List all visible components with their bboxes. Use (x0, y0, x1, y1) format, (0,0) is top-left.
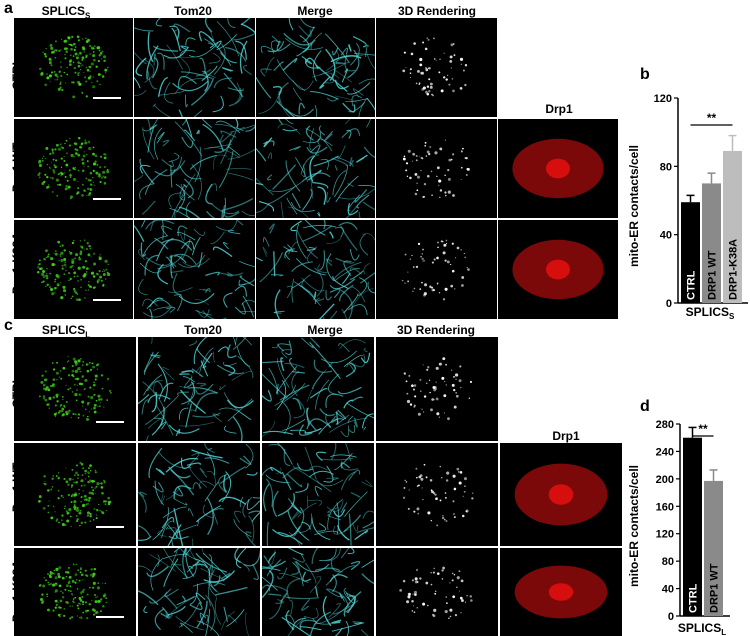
y-tick-label: 240 (656, 446, 674, 458)
col-head-tom20-a: Tom20 (174, 4, 212, 18)
a-tile-r0-c3 (376, 18, 497, 117)
y-tick-label: 200 (656, 474, 674, 486)
scale-bar (96, 616, 124, 618)
bar-ctrl (681, 202, 700, 303)
a-tile-r2-c1 (134, 220, 255, 319)
c-tile-r0-c1 (138, 337, 260, 441)
scale-bar (96, 526, 124, 528)
c-tile-r1-c3 (376, 443, 498, 546)
c-tile-r1-c0 (14, 443, 136, 546)
y-tick-label: 80 (660, 161, 672, 173)
a-tile-r1-c2 (256, 119, 375, 218)
bar-drp1-wt (702, 183, 721, 303)
scale-bar (93, 198, 121, 200)
chart-b: mito-ER contacts/cell 0 40 80 120 CTRL DRP1 W… (627, 93, 748, 321)
col-head-splics-a: SPLICSS (41, 4, 91, 21)
a-tile-r1-c0 (14, 119, 133, 218)
c-tile-r2-c0 (14, 548, 136, 636)
c-tile-r0-c0 (14, 337, 136, 441)
a-tile-r0-c1 (134, 18, 255, 117)
category-label: DRP1 WT (709, 563, 721, 613)
col-head-3d-a: 3D Rendering (397, 4, 476, 18)
y-tick-label: 0 (666, 298, 672, 310)
c-tile-r1-c2 (262, 443, 374, 546)
c-drp1-tile-r1 (500, 443, 622, 546)
c-tile-r1-c1 (138, 443, 260, 546)
y-tick-label: 160 (656, 501, 674, 513)
y-tick-label: 120 (654, 93, 672, 105)
a-tile-r2-c2 (256, 220, 375, 319)
c-tile-r0-c3 (376, 337, 498, 441)
y-tick-label: 120 (656, 529, 674, 541)
y-tick-label: 40 (660, 230, 672, 242)
category-label: CTRL (686, 270, 698, 300)
y-tick-label: 0 (668, 611, 674, 623)
chart-d: mito-ER contacts/cell 0 40 80 120 160 200 240 2… (627, 420, 730, 636)
panel-letter-c: c (4, 317, 13, 334)
chart-d-ylabel: mito-ER contacts/cell (627, 465, 641, 587)
a-drp1-tile-r1 (498, 119, 618, 218)
scale-bar (93, 97, 121, 99)
col-head-merge-a: Merge (297, 4, 333, 18)
scale-bar (93, 299, 121, 301)
category-label: DRP1-K38A (728, 239, 740, 300)
col-head-drp1-c: Drp1 (552, 429, 580, 443)
chart-b-xlabel: SPLICSS (686, 305, 735, 321)
bar-drp1-k38a (723, 150, 742, 303)
y-tick-label: 280 (656, 420, 674, 431)
category-label: DRP1 WT (707, 250, 719, 300)
scale-bar (96, 421, 124, 423)
col-head-splics-c: SPLICSL (41, 323, 91, 340)
chart-d-xlabel: SPLICSL (678, 621, 726, 636)
a-drp1-tile-r2 (498, 220, 618, 319)
panel-letter-b: b (640, 66, 650, 83)
a-tile-r1-c1 (134, 119, 255, 218)
col-head-tom20-c: Tom20 (184, 323, 222, 337)
significance-marker: ** (707, 111, 717, 125)
col-head-drp1-a: Drp1 (545, 102, 573, 116)
a-tile-r1-c3 (376, 119, 497, 218)
panel-letter-a: a (4, 0, 13, 17)
panel-letter-d: d (640, 398, 650, 415)
col-head-merge-c: Merge (307, 323, 343, 337)
c-tile-r2-c3 (376, 548, 498, 636)
a-tile-r2-c0 (14, 220, 133, 319)
a-tile-r2-c3 (376, 220, 497, 319)
col-head-3d-c: 3D Rendering (396, 323, 475, 337)
c-tile-r2-c2 (262, 548, 374, 636)
c-tile-r2-c1 (138, 548, 260, 636)
c-tile-r0-c2 (262, 337, 374, 441)
a-tile-r0-c0 (14, 18, 133, 117)
significance-marker: ** (698, 422, 708, 436)
bar-drp1-wt (704, 480, 723, 616)
y-tick-label: 80 (662, 556, 674, 568)
bar-ctrl (683, 437, 702, 616)
y-tick-label: 40 (662, 584, 674, 596)
category-label: CTRL (688, 583, 700, 613)
c-drp1-tile-r2 (500, 548, 622, 636)
chart-b-ylabel: mito-ER contacts/cell (627, 145, 641, 267)
a-tile-r0-c2 (256, 18, 375, 117)
